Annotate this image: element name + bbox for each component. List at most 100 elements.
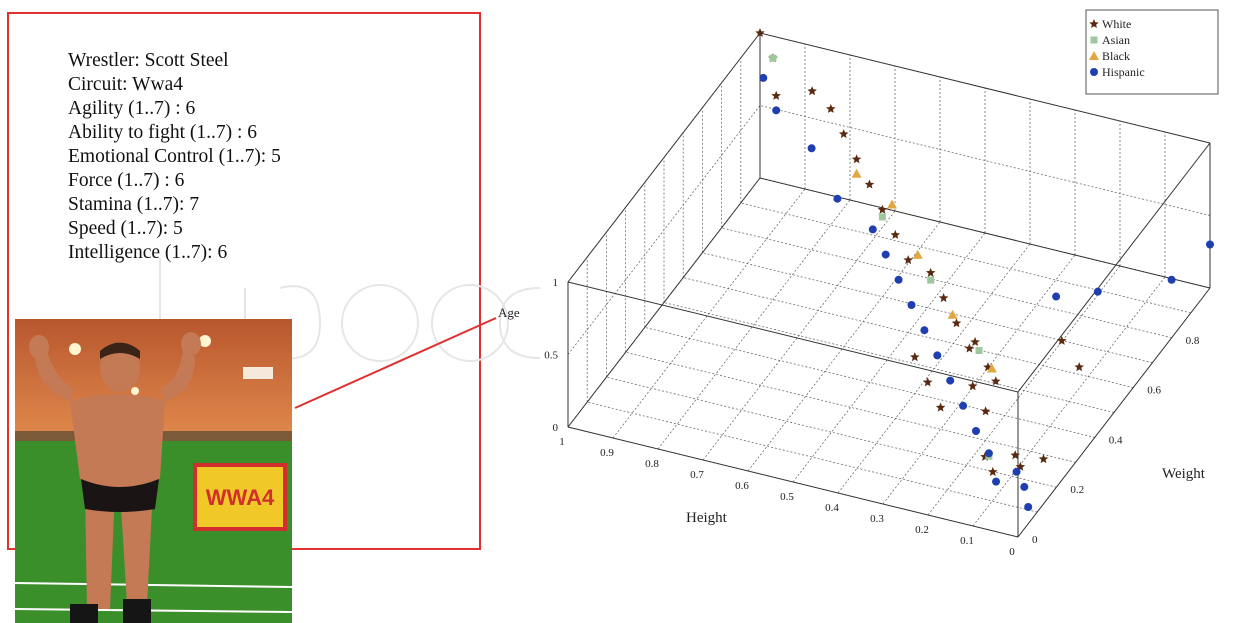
data-point-white: [925, 267, 936, 277]
data-point-black: [887, 199, 897, 209]
data-point-white: [964, 343, 975, 353]
profile-line-intelligence: Intelligence (1..7): 6: [68, 242, 228, 263]
data-point-white: [1038, 454, 1049, 464]
x-tick-label: 1: [559, 436, 565, 448]
z-tick-label: 1: [553, 277, 559, 289]
box-edge: [567, 177, 761, 428]
box-edge: [759, 32, 1211, 144]
legend-label-white: White: [1102, 17, 1131, 31]
axes: [567, 32, 1211, 538]
floor-gridline-weight: [644, 327, 1095, 438]
legend-box: [1085, 9, 1219, 95]
y-tick-label: 0.8: [1186, 335, 1200, 347]
profile-line-fight: Ability to fight (1..7) : 6: [68, 122, 258, 143]
data-point-hispanic: [984, 449, 993, 458]
data-point-white: [771, 90, 781, 100]
data-point-hispanic: [807, 144, 816, 153]
data-point-white: [991, 376, 1001, 386]
data-point-hispanic: [1093, 287, 1102, 296]
z-tick-label: 0.5: [544, 350, 558, 362]
grid: [567, 32, 1211, 538]
x-tick-label: 0.7: [690, 469, 704, 481]
data-point-hispanic: [881, 250, 890, 259]
legend-marker-hispanic: [1090, 68, 1098, 76]
y-tick-label: 0.2: [1070, 484, 1084, 496]
legend-marker-black: [1089, 51, 1099, 60]
legend-label-hispanic: Hispanic: [1102, 65, 1145, 79]
backwall-gridline: [759, 105, 1211, 216]
axis-title-age: Age: [498, 305, 520, 320]
legend-marker-asian: [1090, 36, 1098, 44]
profile-line-speed: Speed (1..7): 5: [68, 218, 183, 239]
data-point-white: [851, 154, 862, 164]
floor-gridline-height: [972, 276, 1166, 527]
legend-marker-white: [1089, 19, 1099, 28]
data-point-hispanic: [1012, 467, 1021, 476]
x-tick-label: 0.1: [960, 535, 974, 547]
data-point-asian: [878, 213, 886, 221]
data-point-white: [755, 28, 765, 37]
data-point-white: [951, 318, 962, 328]
profile-line-agility: Agility (1..7) : 6: [68, 98, 196, 119]
floor-gridline-weight: [663, 302, 1115, 413]
data-points: [755, 28, 1214, 511]
data-point-white: [1074, 362, 1084, 372]
data-point-hispanic: [1206, 240, 1214, 249]
axis-title-weight: Weight: [1162, 466, 1206, 482]
x-tick-label: 0.5: [780, 491, 794, 503]
box-edge: [759, 177, 1211, 289]
data-point-hispanic: [992, 477, 1001, 486]
data-point-black: [851, 168, 862, 178]
x-tick-label: 0: [1009, 546, 1015, 558]
data-point-hispanic: [1167, 275, 1176, 284]
box-edge: [567, 32, 761, 283]
data-point-hispanic: [933, 351, 942, 360]
x-tick-label: 0.8: [645, 458, 659, 470]
box-edge: [567, 281, 1019, 393]
profile-text: Wrestler: Scott Steel Circuit: Wwa4 Agil…: [68, 49, 281, 265]
floor-gridline-weight: [740, 202, 1191, 314]
data-point-hispanic: [759, 73, 768, 82]
data-point-white: [938, 293, 949, 303]
data-point-asian: [769, 54, 777, 62]
profile-line-stamina: Stamina (1..7): 7: [68, 194, 200, 215]
x-tick-label: 0.2: [915, 524, 929, 536]
data-point-white: [1057, 335, 1067, 345]
floor-gridline-height: [657, 199, 851, 450]
data-point-hispanic: [894, 275, 903, 284]
sidewall-gridline: [567, 105, 761, 355]
data-point-white: [838, 129, 849, 139]
data-point-hispanic: [920, 326, 929, 335]
x-tick-label: 0.4: [825, 502, 839, 514]
data-point-black: [912, 249, 923, 259]
data-point-black: [947, 309, 958, 319]
profile-line-circuit: Circuit: Wwa4: [68, 74, 183, 95]
data-point-hispanic: [772, 106, 781, 115]
data-point-asian: [975, 347, 983, 354]
data-point-white: [910, 352, 920, 362]
data-point-hispanic: [907, 301, 916, 309]
data-point-hispanic: [1024, 503, 1033, 511]
data-point-white: [1015, 461, 1026, 471]
y-tick-label: 0: [1032, 534, 1038, 546]
legend-label-black: Black: [1102, 49, 1130, 63]
data-point-white: [864, 179, 875, 189]
data-point-white: [967, 381, 978, 391]
data-point-white: [935, 402, 946, 412]
z-tick-label: 0: [553, 422, 559, 434]
photo-sign-text: WWA4: [206, 485, 275, 510]
profile-line-wrestler: Wrestler: Scott Steel: [68, 50, 229, 71]
data-point-hispanic: [959, 401, 968, 410]
floor-gridline-weight: [606, 376, 1057, 488]
data-point-white: [903, 255, 913, 265]
floor-gridline-height: [792, 232, 986, 483]
data-point-white: [983, 362, 993, 372]
data-point-hispanic: [868, 225, 877, 234]
box-edge: [1017, 142, 1211, 393]
box-edge: [1017, 287, 1211, 538]
profile-line-force: Force (1..7) : 6: [68, 170, 185, 191]
floor-gridline-weight: [683, 277, 1134, 388]
data-point-white: [970, 337, 980, 346]
data-point-white: [922, 377, 933, 387]
data-point-white: [988, 466, 998, 476]
